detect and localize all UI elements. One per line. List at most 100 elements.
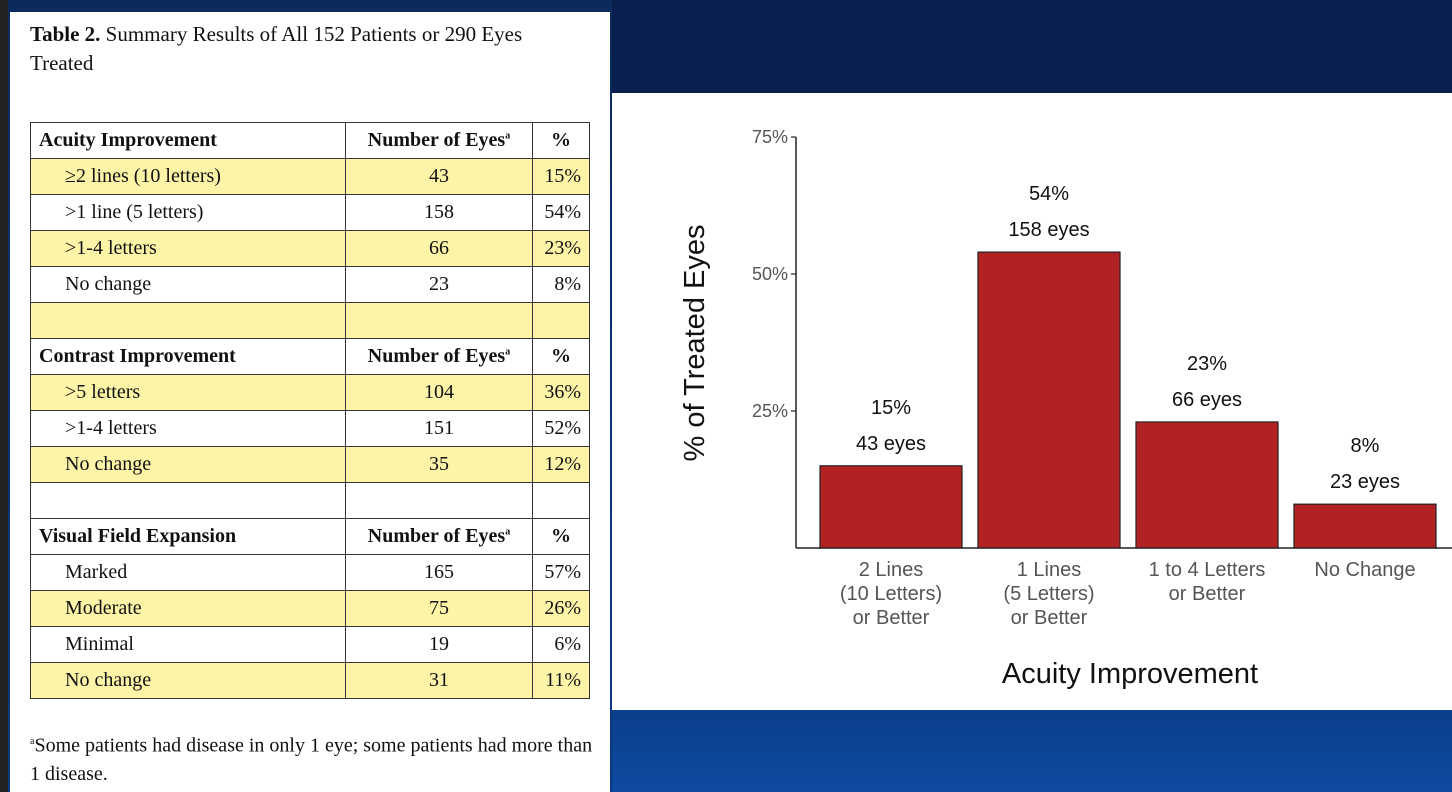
bar-eyes-label: 43 eyes	[856, 433, 926, 455]
x-category-label: or Better	[853, 607, 930, 629]
row-count: 43	[345, 158, 533, 195]
row-percent: 23%	[532, 230, 590, 267]
table-row: >1-4 letters 151 52%	[30, 410, 590, 447]
table-row: Moderate 75 26%	[30, 590, 590, 627]
bar	[977, 251, 1121, 549]
y-tick-label: 50%	[752, 264, 788, 284]
table-row: ≥2 lines (10 letters) 43 15%	[30, 158, 590, 195]
table-footnote: aSome patients had disease in only 1 eye…	[30, 728, 600, 788]
column-header-count: Number of Eyesa	[345, 518, 533, 555]
row-percent: 52%	[532, 410, 590, 447]
footnote-text: Some patients had disease in only 1 eye;…	[30, 734, 593, 785]
bar-percent-label: 15%	[871, 397, 911, 419]
column-header-count-sup: a	[505, 526, 511, 538]
row-percent: 8%	[532, 266, 590, 303]
table-spacer-row	[30, 302, 590, 339]
bar-percent-label: 8%	[1351, 435, 1380, 457]
spacer-cell	[30, 482, 346, 519]
table-row: >1 line (5 letters) 158 54%	[30, 194, 590, 231]
x-category-label: 1 to 4 Letters	[1149, 559, 1266, 581]
y-tick-label: 25%	[752, 401, 788, 421]
row-label: >1 line (5 letters)	[30, 194, 346, 231]
bar-percent-label: 54%	[1029, 183, 1069, 205]
column-header-count-text: Number of Eyes	[367, 525, 506, 547]
row-percent: 26%	[532, 590, 590, 627]
row-count: 31	[345, 662, 533, 699]
row-count: 66	[345, 230, 533, 267]
x-category-label: 2 Lines	[859, 559, 924, 581]
column-header-percent: %	[532, 122, 590, 159]
bar	[1135, 421, 1279, 549]
table-row: Minimal 19 6%	[30, 626, 590, 663]
bar-eyes-label: 66 eyes	[1172, 389, 1242, 411]
table-section-header: Acuity Improvement Number of Eyesa%	[30, 122, 590, 159]
slide-background-bottom	[612, 710, 1452, 792]
row-count: 151	[345, 410, 533, 447]
table-title-label: Table 2.	[30, 22, 101, 46]
row-label: No change	[30, 266, 346, 303]
spacer-cell	[345, 482, 533, 519]
row-percent: 6%	[532, 626, 590, 663]
column-header-count-sup: a	[505, 130, 511, 142]
table-title: Table 2. Summary Results of All 152 Pati…	[30, 20, 590, 78]
table-title-text: Summary Results of All 152 Patients or 2…	[30, 22, 523, 75]
y-axis-title: % of Treated Eyes	[679, 225, 711, 462]
column-header-count-sup: a	[505, 346, 511, 358]
x-category-label: or Better	[1169, 583, 1246, 605]
row-label: Marked	[30, 554, 346, 591]
x-category-label: (5 Letters)	[1003, 583, 1094, 605]
row-percent: 57%	[532, 554, 590, 591]
x-category-label: 1 Lines	[1017, 559, 1082, 581]
x-category-label: or Better	[1011, 607, 1088, 629]
table-row: No change 31 11%	[30, 662, 590, 699]
spacer-cell	[532, 482, 590, 519]
row-count: 75	[345, 590, 533, 627]
slide-background-top	[612, 0, 1452, 93]
bar-eyes-label: 23 eyes	[1330, 471, 1400, 493]
row-count: 19	[345, 626, 533, 663]
row-label: Minimal	[30, 626, 346, 663]
bar-percent-label: 23%	[1187, 353, 1227, 375]
row-label: >1-4 letters	[30, 410, 346, 447]
row-count: 165	[345, 554, 533, 591]
table-section-header: Contrast Improvement Number of Eyesa%	[30, 338, 590, 375]
row-count: 35	[345, 446, 533, 483]
column-header-percent: %	[532, 338, 590, 375]
y-tick-label: 75%	[752, 127, 788, 147]
bar-chart-panel: 25% 50% 75% 15% 43 eyes 2 Lines (10 Letters) or…	[612, 93, 1452, 710]
table-row: >5 letters 104 36%	[30, 374, 590, 411]
table-row: No change 35 12%	[30, 446, 590, 483]
column-header-percent: %	[532, 518, 590, 555]
bar	[1293, 503, 1437, 549]
row-label: >1-4 letters	[30, 230, 346, 267]
row-percent: 12%	[532, 446, 590, 483]
column-header-count: Number of Eyesa	[345, 338, 533, 375]
x-category-label: (10 Letters)	[840, 583, 942, 605]
bar-eyes-label: 158 eyes	[1008, 219, 1089, 241]
spacer-cell	[345, 302, 533, 339]
x-category-label: No Change	[1314, 559, 1415, 581]
x-axis-title: Acuity Improvement	[1002, 658, 1258, 690]
table-spacer-row	[30, 482, 590, 519]
table-panel: Table 2. Summary Results of All 152 Pati…	[10, 12, 610, 792]
row-label: Moderate	[30, 590, 346, 627]
row-count: 158	[345, 194, 533, 231]
table-row: >1-4 letters 66 23%	[30, 230, 590, 267]
row-count: 23	[345, 266, 533, 303]
section-header-label: Visual Field Expansion	[30, 518, 346, 555]
row-label: >5 letters	[30, 374, 346, 411]
row-label: No change	[30, 662, 346, 699]
left-edge-border	[0, 0, 8, 792]
table-row: Marked 165 57%	[30, 554, 590, 591]
bar	[819, 465, 963, 549]
row-percent: 15%	[532, 158, 590, 195]
row-percent: 54%	[532, 194, 590, 231]
row-percent: 36%	[532, 374, 590, 411]
spacer-cell	[532, 302, 590, 339]
section-header-label: Contrast Improvement	[30, 338, 346, 375]
summary-table: Acuity Improvement Number of Eyesa% ≥2 lin…	[30, 122, 590, 699]
column-header-count-text: Number of Eyes	[367, 129, 506, 151]
row-label: ≥2 lines (10 letters)	[30, 158, 346, 195]
table-row: No change 23 8%	[30, 266, 590, 303]
